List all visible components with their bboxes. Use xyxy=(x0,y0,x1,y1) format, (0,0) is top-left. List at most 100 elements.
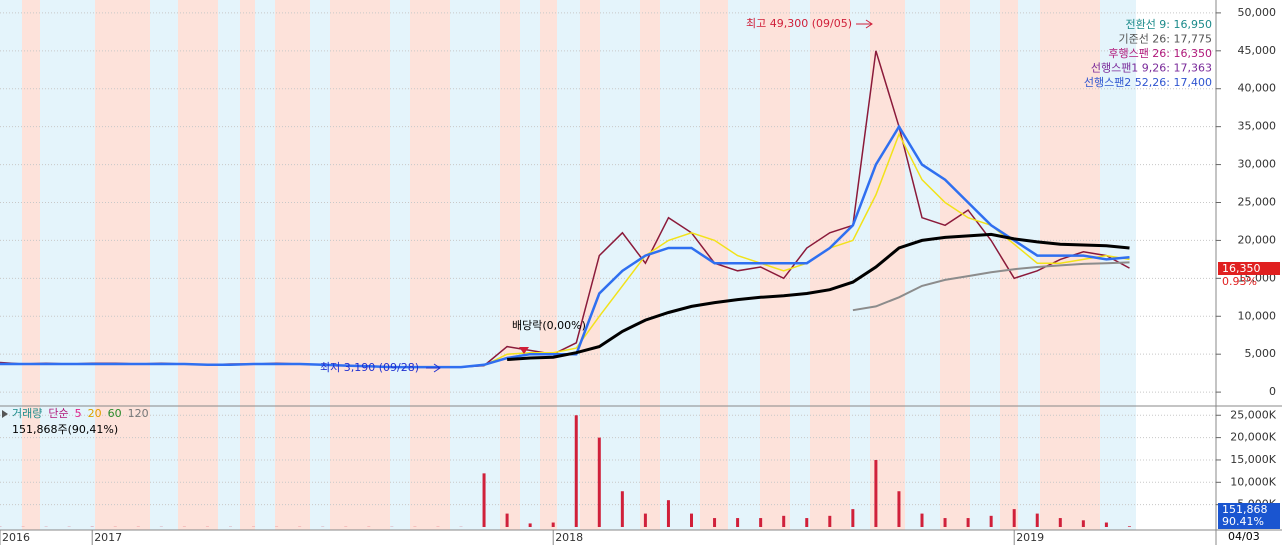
volume-bar xyxy=(505,513,509,527)
volume-bar xyxy=(920,513,924,527)
band xyxy=(557,0,580,530)
volume-bar xyxy=(782,515,786,527)
legend-entry: 5 xyxy=(75,407,82,420)
band xyxy=(40,0,95,530)
band xyxy=(580,0,600,530)
volume-bar xyxy=(1012,509,1016,527)
volume-bar xyxy=(643,513,647,527)
volume-bar xyxy=(874,459,878,527)
dividend-marker xyxy=(519,347,529,354)
band xyxy=(218,0,240,530)
volume-bar xyxy=(666,500,670,527)
volume-bar xyxy=(851,509,855,527)
legend-entry: 전환선 9: 16,950 xyxy=(1125,18,1212,31)
legend-entry: 20 xyxy=(88,407,102,420)
band xyxy=(850,0,870,530)
band xyxy=(520,0,540,530)
volume-bar xyxy=(528,523,532,527)
band xyxy=(600,0,640,530)
price-line xyxy=(852,261,1130,312)
volume-bar xyxy=(713,518,717,527)
band xyxy=(150,0,178,530)
band xyxy=(450,0,500,530)
volume-bar xyxy=(597,437,601,527)
legend-entry: 거래량 xyxy=(12,407,42,420)
date-label: 04/03 xyxy=(1228,530,1260,543)
volume-bar xyxy=(805,518,809,527)
band xyxy=(1000,0,1018,530)
legend-entry: 후행스팬 26: 16,350 xyxy=(1108,47,1212,60)
band xyxy=(310,0,330,530)
volume-bar xyxy=(620,491,624,527)
legend-entry: 기준선 26: 17,775 xyxy=(1118,33,1212,46)
band xyxy=(970,0,1000,530)
band xyxy=(178,0,218,530)
low-label: 최저 3,190 (09/28) xyxy=(320,361,419,374)
band xyxy=(870,0,905,530)
band xyxy=(540,0,557,530)
y-tick-label: 25,000K xyxy=(1230,408,1276,421)
band xyxy=(22,0,40,530)
band xyxy=(95,0,150,530)
x-tick-label: 2019 xyxy=(1016,531,1044,544)
dividend-label: 배당락(0,00%) xyxy=(512,319,586,332)
volume-bar xyxy=(736,518,740,527)
band xyxy=(240,0,255,530)
price-change: 0.93% xyxy=(1222,275,1257,288)
price-box xyxy=(1218,262,1280,275)
volume-bar xyxy=(828,515,832,527)
volume-bar xyxy=(1058,518,1062,527)
volume-bar xyxy=(989,515,993,527)
volume-bar xyxy=(574,415,578,527)
band xyxy=(275,0,310,530)
volume-bar xyxy=(943,518,947,527)
y-tick-label: 5,000 xyxy=(1245,347,1277,360)
y-tick-label: 35,000 xyxy=(1238,120,1277,133)
band xyxy=(0,0,22,530)
y-tick-label: 0 xyxy=(1269,385,1276,398)
band xyxy=(905,0,940,530)
legend-marker xyxy=(2,410,8,418)
x-tick-label: 2018 xyxy=(555,531,583,544)
legend-entry: 단순 xyxy=(48,407,68,420)
y-tick-label: 40,000 xyxy=(1238,82,1277,95)
band xyxy=(1100,0,1136,530)
band xyxy=(330,0,390,530)
y-tick-label: 30,000 xyxy=(1238,158,1277,171)
y-tick-label: 20,000 xyxy=(1238,233,1277,246)
y-tick-label: 15,000K xyxy=(1230,453,1276,466)
volume-bar xyxy=(1081,520,1085,527)
band xyxy=(728,0,760,530)
y-tick-label: 50,000 xyxy=(1238,6,1277,19)
volume-bar xyxy=(551,522,555,527)
volume-bar xyxy=(759,518,763,527)
band xyxy=(660,0,700,530)
volume-bar xyxy=(1035,513,1039,527)
volume-bar xyxy=(966,518,970,527)
volume-change: 90.41% xyxy=(1222,515,1264,528)
legend-entry: 선행스팬1 9,26: 17,363 xyxy=(1091,62,1212,75)
volume-bar xyxy=(690,513,693,527)
x-tick-label: 2016 xyxy=(2,531,30,544)
band xyxy=(500,0,520,530)
band xyxy=(410,0,450,530)
legend-entry: 60 xyxy=(108,407,122,420)
volume-bar xyxy=(482,473,486,527)
volume-bar xyxy=(897,491,901,527)
y-tick-label: 45,000 xyxy=(1238,44,1277,57)
band xyxy=(700,0,728,530)
volume-label: 151,868 xyxy=(1222,503,1268,516)
price-label: 16,350 xyxy=(1222,262,1261,275)
high-label: 최고 49,300 (09/05) xyxy=(746,17,852,30)
price-line xyxy=(507,232,1130,361)
x-tick-label: 2017 xyxy=(94,531,122,544)
plot xyxy=(0,50,1131,527)
volume-bar xyxy=(1127,526,1131,527)
band xyxy=(255,0,275,530)
y-tick-label: 20,000K xyxy=(1230,431,1276,444)
legend-entry: 선행스팬2 52,26: 17,400 xyxy=(1084,76,1212,89)
band xyxy=(390,0,410,530)
volume-box xyxy=(1218,503,1280,529)
band xyxy=(940,0,970,530)
